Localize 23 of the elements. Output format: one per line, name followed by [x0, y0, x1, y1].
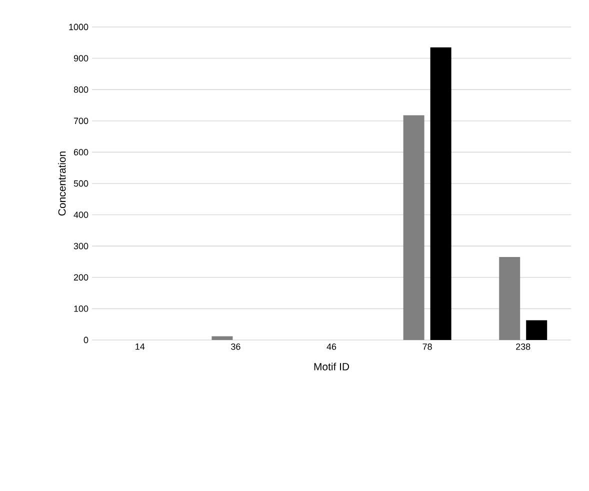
bar [430, 47, 452, 340]
bar [526, 320, 548, 340]
x-tick-label: 78 [422, 344, 432, 350]
y-tick-label: 400 [74, 212, 88, 218]
x-axis-title: Motif ID [314, 362, 350, 370]
x-tick-label: 14 [136, 344, 145, 350]
y-tick-label: 500 [74, 180, 88, 187]
x-tick-label: 46 [326, 344, 336, 350]
y-tick-label: 700 [74, 118, 88, 124]
bar [212, 336, 233, 340]
bar [403, 115, 424, 340]
y-tick-label: 300 [74, 242, 88, 250]
y-tick-label: 200 [74, 274, 88, 281]
y-tick-label: 800 [74, 86, 88, 93]
y-tick-label: 600 [74, 149, 88, 156]
y-tick-label: 100 [74, 306, 88, 312]
y-tick-label: 1000 [69, 24, 88, 30]
bar [499, 257, 520, 340]
y-tick-label: 900 [74, 55, 88, 62]
x-tick-label: 238 [516, 344, 530, 350]
y-axis-title: Concentration [58, 152, 66, 216]
y-tick-label: 0 [84, 336, 88, 344]
x-tick-label: 36 [231, 344, 240, 350]
